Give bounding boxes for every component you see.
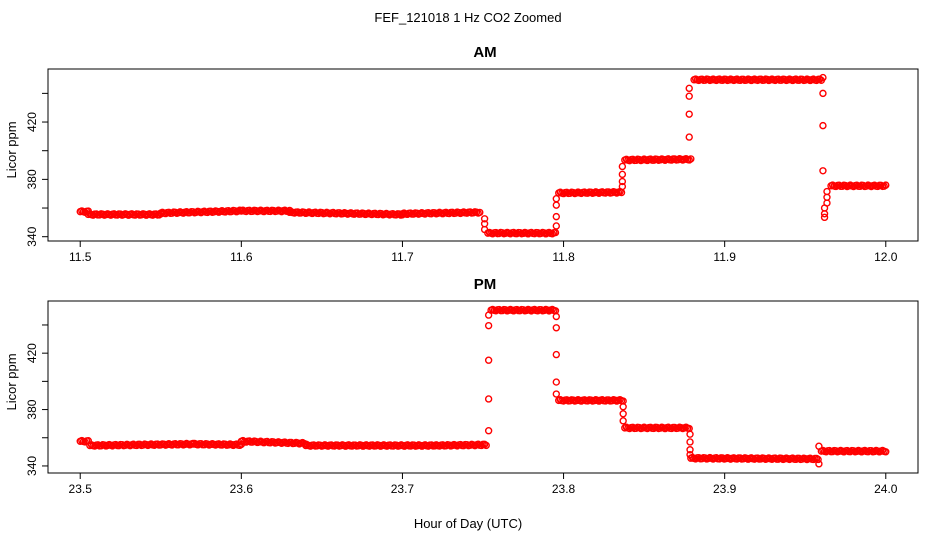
pm-y-tick-label: 380 [25, 399, 39, 419]
pm-x-tick-label: 23.7 [391, 482, 415, 496]
pm-data-point [619, 403, 627, 411]
pm-data-point [484, 321, 493, 330]
am-panel: AM Licor ppm 11.5 11.6 11.7 11.8 11.9 12.0 34… [4, 44, 919, 264]
am-panel-title: AM [473, 44, 496, 61]
am-data-point [618, 162, 627, 171]
pm-data-point [686, 430, 694, 438]
am-data-point [685, 92, 693, 100]
am-data-point [819, 73, 827, 82]
am-y-axis: 340 380 420 [25, 92, 48, 247]
pm-data-point [619, 417, 627, 425]
am-data-point [618, 182, 627, 191]
am-x-tick-label: 11.8 [552, 250, 575, 264]
am-y-tick-label: 420 [25, 112, 39, 132]
am-data-point [552, 222, 561, 230]
am-data-points [76, 73, 890, 238]
am-data-point [552, 195, 561, 203]
am-data-point [882, 181, 890, 189]
pm-data-point [484, 311, 493, 319]
pm-panel: PM Licor ppm 23.5 23.6 23.7 23.8 23.9 24.0 34… [4, 276, 919, 496]
pm-data-point [552, 390, 561, 398]
pm-x-tick-label: 23.9 [713, 482, 737, 496]
am-x-tick-label: 11.5 [69, 250, 92, 264]
am-y-tick-label: 340 [25, 226, 39, 246]
am-data-point [618, 170, 627, 179]
am-data-point [685, 84, 693, 93]
am-data-point [687, 155, 695, 163]
pm-data-point [814, 455, 822, 464]
am-data-point [685, 133, 693, 141]
am-y-axis-label: Licor ppm [4, 121, 19, 178]
am-x-tick-label: 11.7 [391, 250, 414, 264]
am-data-point [618, 177, 627, 186]
pm-data-point [552, 350, 561, 359]
pm-data-point [552, 378, 561, 386]
am-data-point [552, 201, 561, 209]
am-y-tick-label: 380 [25, 169, 39, 189]
am-data-point [819, 121, 827, 130]
pm-panel-title: PM [474, 276, 497, 293]
am-data-point [551, 228, 560, 237]
am-data-point [819, 89, 827, 98]
pm-y-tick-label: 340 [25, 456, 39, 476]
pm-y-axis-label: Licor ppm [4, 353, 19, 410]
am-data-point [819, 167, 827, 175]
am-data-point [552, 212, 561, 221]
pm-x-tick-label: 23.5 [69, 482, 93, 496]
pm-data-point [686, 438, 694, 446]
am-data-point [480, 225, 489, 234]
pm-x-tick-label: 24.0 [874, 482, 898, 496]
pm-data-point [686, 446, 694, 454]
figure-x-axis-label: Hour of Day (UTC) [414, 516, 522, 531]
pm-data-point [815, 460, 823, 468]
pm-x-axis: 23.5 23.6 23.7 23.8 23.9 24.0 [69, 473, 898, 496]
pm-data-point [815, 442, 823, 450]
pm-data-points [76, 305, 890, 468]
pm-plot-frame [47, 300, 919, 474]
pm-data-point [552, 312, 561, 321]
pm-data-point [484, 356, 493, 364]
am-x-tick-label: 12.0 [874, 250, 898, 264]
am-x-tick-label: 11.6 [230, 250, 253, 264]
am-data-point [480, 215, 489, 223]
am-x-axis: 11.5 11.6 11.7 11.8 11.9 12.0 [69, 241, 898, 264]
pm-y-tick-label: 420 [25, 343, 39, 363]
pm-x-tick-label: 23.6 [230, 482, 254, 496]
pm-data-point [882, 448, 890, 456]
pm-data-point [484, 395, 493, 403]
am-data-point [685, 110, 693, 118]
pm-y-axis: 340 380 420 [25, 324, 48, 476]
am-data-point [823, 187, 831, 196]
pm-data-point [619, 410, 627, 418]
pm-data-point [552, 324, 561, 332]
figure-title: FEF_121018 1 Hz CO2 Zoomed [374, 10, 561, 25]
am-x-tick-label: 11.9 [713, 250, 736, 264]
pm-data-point [484, 427, 493, 435]
am-plot-frame [47, 68, 919, 242]
pm-data-point [482, 441, 490, 450]
am-data-point [476, 208, 484, 217]
pm-data-point [686, 450, 694, 459]
pm-x-tick-label: 23.8 [552, 482, 576, 496]
am-data-point [820, 213, 829, 222]
